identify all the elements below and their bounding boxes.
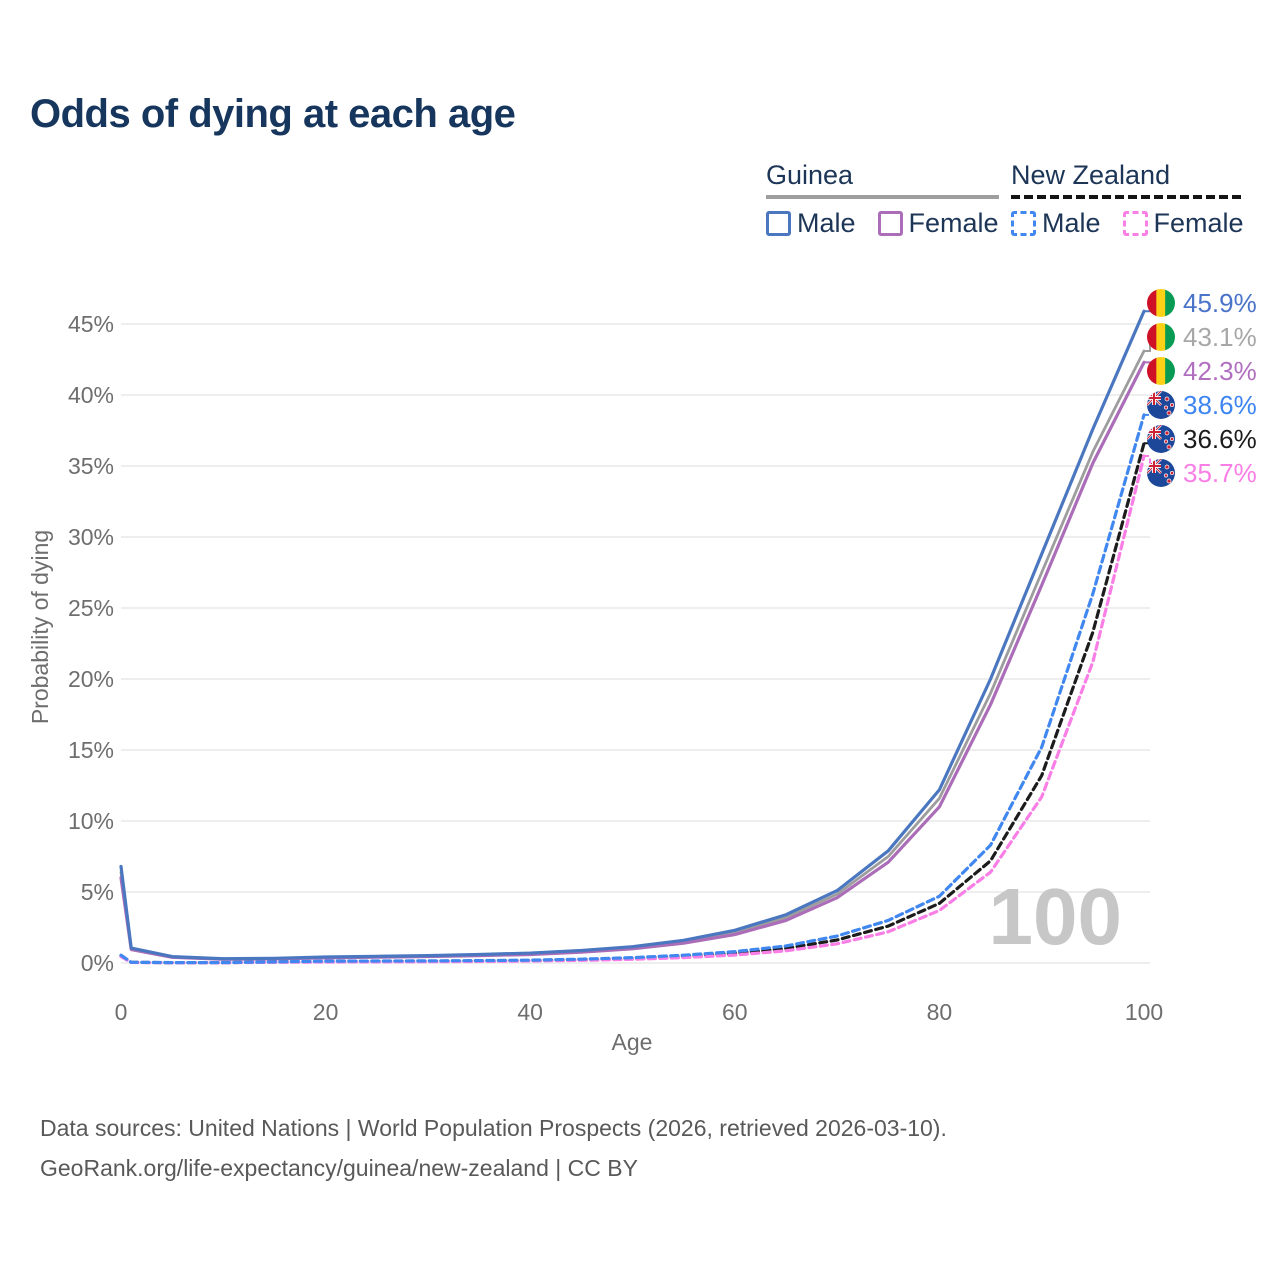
new-zealand-flag-icon	[1147, 391, 1175, 419]
x-tick-label: 40	[517, 999, 543, 1025]
age-counter-watermark: 100	[989, 872, 1122, 961]
x-tick-label: 60	[722, 999, 748, 1025]
series-line-guinea-male	[119, 309, 1146, 961]
guinea-flag-icon	[1147, 289, 1175, 317]
footer: Data sources: United Nations | World Pop…	[40, 1108, 947, 1188]
legend-item-guinea-male[interactable]: Male	[766, 208, 856, 239]
guinea-flag-icon	[1147, 323, 1175, 351]
y-tick-label: 0%	[81, 950, 114, 976]
guinea-flag-icon	[1147, 357, 1175, 385]
checkbox-guinea-male[interactable]	[766, 211, 791, 236]
x-tick-label: 100	[1125, 999, 1163, 1025]
series-layer	[119, 309, 1146, 965]
legend-country-guinea[interactable]: Guinea	[766, 160, 854, 190]
end-value-label-guinea-female: 42.3%	[1183, 356, 1257, 386]
leader-line-new-zealand-female	[1144, 455, 1155, 474]
legend-item-nz-female[interactable]: Female	[1122, 208, 1244, 239]
legend-label-nz-female: Female	[1153, 208, 1244, 238]
legend-underline-guinea	[766, 195, 999, 199]
y-tick-label: 45%	[68, 311, 114, 337]
page-title: Odds of dying at each age	[30, 92, 516, 136]
legend-underline-new-zealand	[1011, 195, 1244, 199]
y-tick-label: 25%	[68, 595, 114, 621]
x-axis-title: Age	[612, 1029, 653, 1055]
new-zealand-flag-icon	[1147, 459, 1175, 487]
footer-data-sources: Data sources: United Nations | World Pop…	[40, 1115, 947, 1141]
legend-label-nz-male: Male	[1042, 208, 1101, 238]
legend-item-nz-male[interactable]: Male	[1011, 208, 1101, 239]
y-tick-label: 20%	[68, 666, 114, 692]
end-value-label-guinea-male: 45.9%	[1183, 288, 1257, 318]
y-tick-label: 35%	[68, 453, 114, 479]
legend-label-guinea-female: Female	[908, 208, 999, 238]
end-value-label-new-zealand-both-sexes: 36.6%	[1183, 424, 1257, 454]
y-axis-title: Probability of dying	[27, 530, 53, 724]
checkbox-nz-female[interactable]	[1122, 211, 1148, 236]
x-tick-label: 20	[313, 999, 339, 1025]
end-label-layer: 45.9% 43.1% 42.3% 38.6% 36.6% 35.7%	[1144, 288, 1257, 488]
y-tick-label: 40%	[68, 382, 114, 408]
end-value-label-new-zealand-male: 38.6%	[1183, 390, 1257, 420]
y-tick-label: 5%	[81, 879, 114, 905]
y-tick-label: 30%	[68, 524, 114, 550]
y-tick-label: 10%	[68, 808, 114, 834]
checkbox-guinea-female[interactable]	[877, 211, 903, 236]
grid-layer: 0% 5% 10% 15% 20% 25% 30% 35% 40% 45% 0 20 40 60 80 100	[68, 311, 1163, 1025]
new-zealand-flag-icon	[1147, 425, 1175, 453]
y-tick-label: 15%	[68, 737, 114, 763]
series-line-new-zealand-male	[119, 413, 1146, 965]
legend-country-new-zealand[interactable]: New Zealand	[1011, 160, 1171, 190]
footer-attribution: GeoRank.org/life-expectancy/guinea/new-z…	[40, 1155, 638, 1181]
x-tick-label: 80	[927, 999, 953, 1025]
legend-item-guinea-female[interactable]: Female	[877, 208, 999, 239]
legend-label-guinea-male: Male	[797, 208, 856, 238]
end-value-label-guinea-both-sexes: 43.1%	[1183, 322, 1257, 352]
series-line-guinea-both-sexes	[119, 349, 1146, 961]
legend-group-new-zealand: New Zealand Male Female	[1011, 160, 1244, 239]
end-value-label-new-zealand-female: 35.7%	[1183, 458, 1257, 488]
checkbox-nz-male[interactable]	[1011, 211, 1036, 236]
x-tick-label: 0	[115, 999, 128, 1025]
legend-group-guinea: Guinea Male Female	[766, 160, 999, 239]
